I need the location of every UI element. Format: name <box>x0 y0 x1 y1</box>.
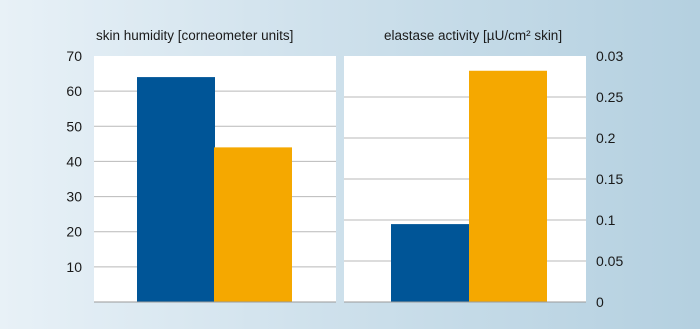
chart-panels: 10 20 30 40 50 60 70 skin humidity [corneometer… <box>66 28 623 310</box>
bar-a <box>137 77 215 302</box>
chart-title: elastase activity [µU/cm² skin] <box>384 28 562 43</box>
tick-label: 10 <box>66 259 82 275</box>
tick-label: 40 <box>66 153 82 169</box>
chart-title: skin humidity [corneometer units] <box>96 28 293 43</box>
tick-label: 0.2 <box>596 130 616 146</box>
tick-label: 60 <box>66 83 82 99</box>
tick-label: 20 <box>66 224 82 240</box>
tick-label: 30 <box>66 189 82 205</box>
chart-panel-2: 0 0.05 0.1 0.15 0.2 0.25 0.03 elastase activity… <box>344 28 623 310</box>
tick-label: 0.25 <box>596 89 623 105</box>
bar-a <box>391 224 469 302</box>
tick-label: 70 <box>66 48 82 64</box>
chart-panel-1: 10 20 30 40 50 60 70 skin humidity [corneometer… <box>66 28 336 303</box>
tick-label: 0 <box>596 294 604 310</box>
tick-label: 0.1 <box>596 212 616 228</box>
bar-b <box>214 147 292 302</box>
bar-b <box>469 70 547 302</box>
tick-label: 0.05 <box>596 253 623 269</box>
tick-label: 0.03 <box>596 48 623 64</box>
tick-label: 50 <box>66 118 82 134</box>
tick-label: 0.15 <box>596 171 623 187</box>
